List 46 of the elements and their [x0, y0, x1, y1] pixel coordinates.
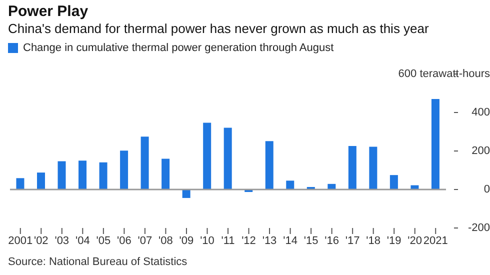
x-tick-label: '10 [200, 234, 214, 247]
source-note: Source: National Bureau of Statistics [8, 256, 188, 268]
x-tick-label: '12 [242, 234, 256, 247]
x-tick-label: 2001 [8, 234, 33, 247]
bar [140, 136, 149, 190]
bar [390, 175, 398, 190]
y-tick-label: 600 terawatt-hours [398, 68, 490, 80]
x-tick-label: '06 [117, 234, 132, 247]
bar [120, 150, 128, 190]
bar [369, 146, 378, 190]
x-tick-label: '03 [54, 234, 70, 247]
x-tick-label: '07 [138, 234, 152, 247]
x-tick-label: '14 [283, 234, 298, 247]
x-tick-label: '18 [366, 234, 381, 247]
bar [36, 172, 45, 190]
y-tick-label: 200 [472, 145, 490, 157]
x-tick-label: '05 [96, 234, 111, 247]
x-tick-label: '13 [262, 234, 277, 247]
x-tick-label: '17 [345, 234, 360, 247]
bar [162, 158, 170, 190]
bar [431, 99, 440, 190]
bar [265, 141, 274, 190]
x-tick-label: '02 [34, 234, 48, 247]
y-tick-label: 0 [484, 184, 490, 196]
x-tick-label: '11 [221, 234, 235, 247]
bar [348, 146, 356, 190]
bar [78, 160, 87, 190]
x-tick-label: '20 [408, 234, 422, 247]
chart-subtitle: China's demand for thermal power has never grown as much as this year [7, 21, 430, 36]
bar [16, 178, 24, 190]
chart-title: Power Play [7, 2, 90, 20]
bar [286, 180, 294, 190]
x-tick-label: '09 [179, 234, 194, 247]
y-tick-label: 400 [472, 106, 490, 118]
legend-label: Change in cumulative thermal power generation through August [23, 42, 334, 54]
x-tick-label: '04 [75, 234, 90, 247]
bar [203, 122, 212, 190]
x-tick-label: '08 [158, 234, 173, 247]
x-tick-label: '16 [324, 234, 339, 247]
bar [99, 162, 108, 190]
x-tick-label: '19 [386, 234, 402, 247]
bar [224, 128, 232, 190]
x-tick-label: '15 [304, 234, 318, 247]
y-tick-label: -200 [468, 222, 490, 234]
bar [58, 161, 66, 190]
x-tick-label: 2021 [423, 234, 448, 247]
